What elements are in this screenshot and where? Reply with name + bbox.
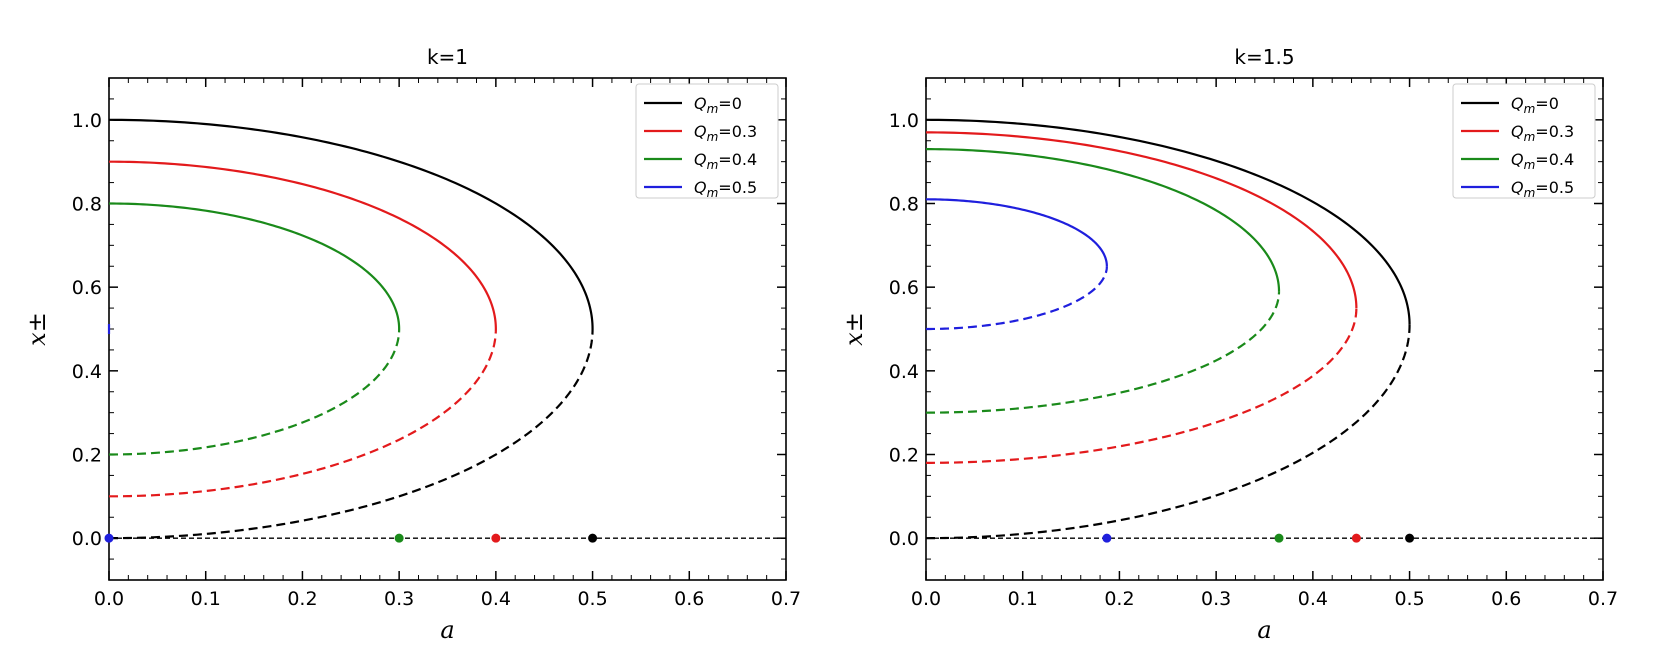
- curve-x-plus-0: [925, 118, 1411, 325]
- y-tick-label: 0.8: [72, 194, 102, 216]
- curve-x-minus-2: [108, 328, 401, 456]
- legend-label: Qm=0.4: [1511, 150, 1574, 172]
- curve-x-minus-0: [108, 328, 594, 540]
- chart-panel-1: k=1 0.0 0.1 0.2 0.3 0.4 0.5 0.6 0.7 0.0 0.2 0.4 0.6 0…: [23, 45, 801, 644]
- curve-x-plus-3: [926, 198, 1108, 267]
- x-tick-label: 0.0: [911, 588, 941, 610]
- curve-x-minus-2: [925, 291, 1281, 414]
- x-tick-label: 0.1: [191, 588, 221, 610]
- x-tick-label: 0.6: [674, 588, 704, 610]
- legend-box: [635, 83, 779, 199]
- y-tick-label: 0.0: [72, 528, 102, 550]
- curve-x-minus-0: [925, 324, 1411, 540]
- x-tick-label: 0.4: [1298, 588, 1328, 610]
- x-tick-label: 0.5: [577, 588, 607, 610]
- chart-title: k=1: [427, 45, 468, 69]
- marker-0: [588, 533, 598, 543]
- legend-label: Qm=0.3: [1511, 122, 1574, 144]
- legend-label: Qm=0.3: [694, 122, 757, 144]
- y-tick-label: 0.6: [889, 277, 919, 299]
- marker-2: [394, 533, 404, 543]
- x-tick-label: 0.7: [1588, 588, 1618, 610]
- marker-3: [104, 533, 114, 543]
- legend-box: [1452, 83, 1596, 199]
- x-tick-label: 0.0: [94, 588, 124, 610]
- y-tick-label: 0.4: [72, 361, 102, 383]
- y-tick-label: 1.0: [72, 110, 102, 132]
- x-tick-label: 0.1: [1008, 588, 1038, 610]
- x-tick-label: 0.3: [1201, 588, 1231, 610]
- marker-0: [1405, 533, 1415, 543]
- curve-x-plus-2: [108, 202, 401, 330]
- marker-1: [1351, 533, 1361, 543]
- curve-x-plus-1: [925, 131, 1358, 309]
- curve-x-minus-1: [925, 308, 1358, 464]
- marker-3: [1102, 533, 1112, 543]
- curve-x-plus-0: [108, 118, 594, 330]
- curve-x-plus-2: [925, 148, 1281, 292]
- legend-label: Qm=0: [694, 94, 742, 116]
- y-axis-label: x±: [840, 312, 868, 346]
- chart-panel-2: k=1.5 0.0 0.1 0.2 0.3 0.4 0.5 0.6 0.7 0.0 0.2 0.4 0.…: [840, 45, 1618, 644]
- curve-x-minus-3: [925, 266, 1108, 331]
- curve-x-minus-1: [108, 328, 497, 498]
- x-tick-label: 0.2: [1104, 588, 1134, 610]
- y-tick-label: 0.2: [889, 445, 919, 467]
- marker-1: [491, 533, 501, 543]
- legend-label: Qm=0: [1511, 94, 1559, 116]
- x-tick-label: 0.2: [287, 588, 317, 610]
- chart-title: k=1.5: [1234, 45, 1294, 69]
- x-axis-label: a: [440, 616, 454, 644]
- y-tick-label: 0.2: [72, 445, 102, 467]
- x-tick-label: 0.5: [1394, 588, 1424, 610]
- legend-label: Qm=0.5: [1511, 178, 1574, 200]
- legend-label: Qm=0.5: [694, 178, 757, 200]
- y-tick-label: 0.6: [72, 277, 102, 299]
- x-tick-label: 0.4: [481, 588, 511, 610]
- curve-x-plus-1: [108, 160, 497, 330]
- y-tick-label: 0.0: [889, 528, 919, 550]
- x-tick-label: 0.7: [771, 588, 801, 610]
- legend-label: Qm=0.4: [694, 150, 757, 172]
- y-tick-label: 0.8: [889, 194, 919, 216]
- y-tick-label: 0.4: [889, 361, 919, 383]
- x-tick-label: 0.6: [1491, 588, 1521, 610]
- y-axis-label: x±: [23, 312, 51, 346]
- x-tick-label: 0.3: [384, 588, 414, 610]
- y-tick-label: 1.0: [889, 110, 919, 132]
- x-axis-label: a: [1257, 616, 1271, 644]
- marker-2: [1274, 533, 1284, 543]
